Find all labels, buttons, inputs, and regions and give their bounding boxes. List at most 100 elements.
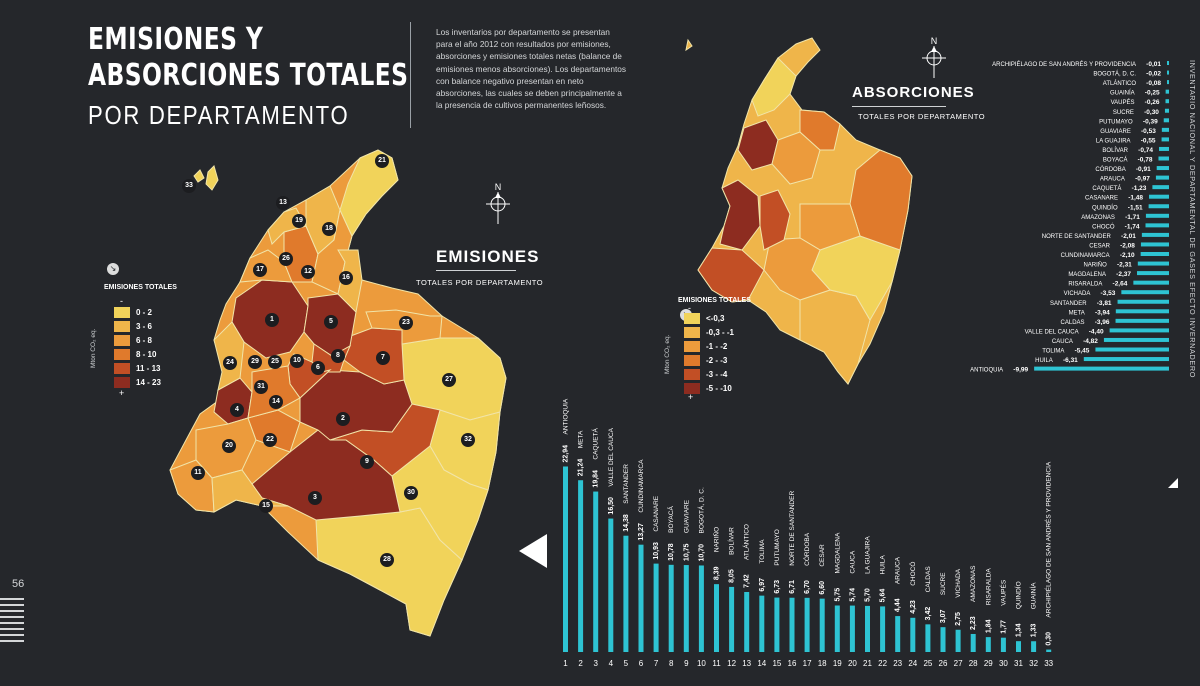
absorption-bar [1156, 166, 1169, 171]
decor-stripe [0, 628, 24, 630]
decor-stripe [0, 598, 24, 600]
bar-category-label: CÓRDOBA [802, 532, 811, 566]
bar-value-label: 5,74 [849, 588, 856, 602]
emissions-map [169, 149, 507, 637]
bar-value-label: -0,26 [1145, 99, 1160, 106]
legend-item: -1 - -2 [684, 340, 734, 354]
north-label: N [930, 36, 938, 46]
bar-category-label: CALDAS [925, 566, 932, 593]
absorption-bar [1167, 80, 1169, 85]
emission-bar [804, 597, 810, 652]
absorption-bar [1103, 337, 1169, 342]
absorption-bar [1167, 70, 1169, 75]
bar-number-label: 1 [563, 659, 568, 668]
emission-bar [623, 535, 629, 652]
bar-category-label: GUAVIARE [1100, 129, 1131, 135]
bar-category-label: HUILA [880, 555, 887, 575]
collapse-arrow-icon[interactable] [517, 532, 549, 570]
bar-number-label: 22 [878, 659, 887, 668]
legend-swatch [114, 321, 130, 333]
bar-value-label: 13,27 [638, 523, 645, 541]
bar-value-label: -6,31 [1063, 357, 1078, 364]
absorption-bar [1115, 318, 1169, 323]
bar-number-label: 8 [669, 659, 674, 668]
emission-bar [1031, 641, 1037, 652]
legend-swatch [684, 313, 700, 325]
bar-value-label: 5,70 [865, 588, 872, 602]
bar-category-label: PUTUMAYO [774, 529, 781, 565]
absorption-bar [1140, 252, 1169, 256]
absorption-bar [1165, 99, 1169, 104]
bar-number-label: 30 [999, 659, 1008, 668]
bar-category-label: ARCHIPIÉLAGO DE SAN ANDRÉS Y PROVIDENCIA [992, 61, 1136, 68]
bar-number-label: 15 [772, 659, 781, 668]
emission-bar [789, 597, 795, 652]
absorptions-map-subtitle: TOTALES POR DEPARTAMENTO [858, 112, 986, 121]
bar-value-label: -3,94 [1095, 309, 1110, 316]
emission-bar [729, 586, 735, 652]
absorption-bar [1155, 175, 1169, 180]
bar-number-label: 6 [639, 659, 644, 668]
emission-bar [744, 591, 750, 652]
bar-number-label: 17 [803, 659, 812, 668]
bar-value-label: -0,97 [1135, 176, 1150, 183]
decor-stripe [0, 622, 24, 624]
bar-category-label: BOLÍVAR [1102, 147, 1128, 154]
bar-category-label: GUAINÍA [1029, 582, 1038, 609]
absorption-bar [1161, 137, 1169, 142]
legend-label: -2 - -3 [706, 356, 728, 365]
bar-category-label: SUCRE [1113, 110, 1134, 116]
bar-category-label: NORTE DE SANTANDER [1042, 234, 1112, 240]
emission-bar [578, 480, 584, 652]
bar-number-label: 32 [1029, 659, 1038, 668]
emission-bar [638, 544, 644, 652]
bar-value-label: -0,55 [1141, 137, 1156, 144]
bar-category-label: ARAUCA [1100, 177, 1125, 183]
bar-category-label: ATLÁNTICO [742, 524, 751, 560]
bar-value-label: -1,48 [1128, 195, 1143, 202]
emission-bar [759, 595, 765, 652]
bar-value-label: -2,31 [1117, 262, 1132, 269]
scale-minus: - [688, 303, 691, 313]
bar-value-label: -0,74 [1138, 147, 1153, 154]
bar-number-label: 4 [609, 659, 614, 668]
bar-value-label: -0,01 [1146, 61, 1161, 68]
legend-swatch [684, 327, 700, 339]
legend-toggle-icon[interactable]: ↘ [107, 263, 119, 275]
bar-value-label: 16,50 [608, 497, 615, 515]
absorption-bar [1109, 328, 1169, 333]
bar-value-label: 10,75 [683, 543, 690, 561]
decor-stripe [0, 610, 24, 612]
north-label: N [494, 182, 502, 192]
bar-value-label: -3,81 [1097, 300, 1112, 307]
absorption-bar [1145, 223, 1169, 228]
bar-category-label: ARAUCA [895, 556, 902, 584]
bar-number-label: 19 [833, 659, 842, 668]
corner-arrow-icon[interactable] [1166, 476, 1180, 490]
bar-number-label: 5 [624, 659, 629, 668]
emission-bar [865, 605, 870, 652]
decor-stripe [0, 616, 24, 618]
bar-value-label: -4,40 [1089, 328, 1104, 335]
bar-value-label: -5,45 [1075, 348, 1090, 355]
bar-category-label: RISARALDA [1068, 282, 1102, 288]
bar-value-label: -2,10 [1120, 252, 1135, 259]
bar-value-label: 5,75 [834, 588, 841, 602]
absorption-bar [1152, 185, 1169, 190]
bar-category-label: META [578, 430, 585, 448]
legend-item: -0,3 - -1 [684, 326, 734, 340]
legend-item: 0 - 2 [114, 306, 161, 320]
title-line-2: ABSORCIONES TOTALES [88, 58, 409, 93]
emissions-bar-chart: 22,94ANTIOQUIA121,24META219,84CAQUETÁ316… [563, 398, 1054, 668]
legend-label: 8 - 10 [136, 350, 157, 359]
page-number: 56 [12, 578, 25, 590]
bar-category-label: CHOCÓ [908, 562, 917, 586]
legend-label: -0,3 - -1 [706, 328, 735, 337]
absorption-bar [1115, 309, 1169, 314]
bar-value-label: 1,33 [1031, 624, 1038, 638]
bar-value-label: 1,77 [1000, 620, 1007, 634]
legend-label: 3 - 6 [136, 322, 153, 331]
bar-number-label: 12 [727, 659, 736, 668]
legend-item: <-0,3 [684, 312, 734, 326]
bar-value-label: -3,53 [1101, 290, 1116, 297]
